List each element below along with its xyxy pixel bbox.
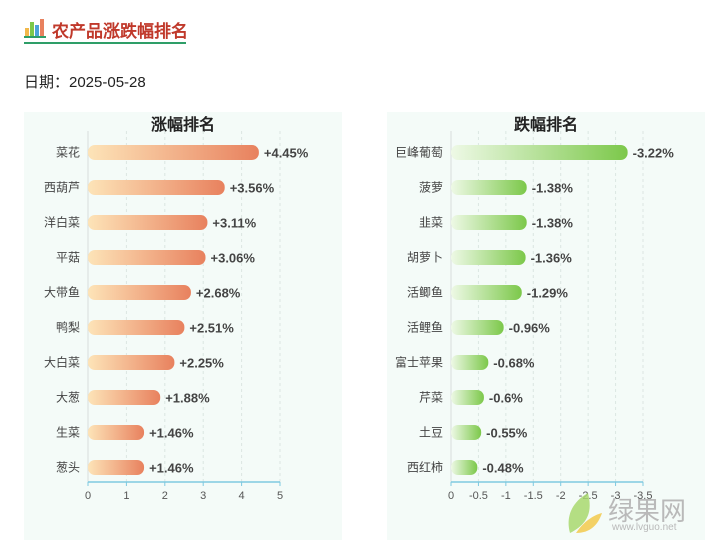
gain-data-label: +3.11% xyxy=(212,216,256,231)
loss-bar xyxy=(451,390,484,405)
loss-bar xyxy=(451,285,522,300)
gain-category-label: 大葱 xyxy=(56,391,80,405)
loss-category-label: 活鲫鱼 xyxy=(407,286,443,300)
loss-tick-label: -2 xyxy=(556,490,566,502)
gain-bar xyxy=(88,145,259,160)
gain-tick-label: 0 xyxy=(85,490,91,502)
loss-tick-label: -1.5 xyxy=(524,490,543,502)
gain-category-label: 大带鱼 xyxy=(44,286,80,300)
loss-tick-label: -0.5 xyxy=(469,490,488,502)
gain-data-label: +4.45% xyxy=(264,146,309,161)
watermark-brand: 绿果网 xyxy=(608,496,687,526)
gain-data-label: +2.51% xyxy=(189,321,234,336)
gain-tick-label: 4 xyxy=(239,490,245,502)
loss-category-label: 芹菜 xyxy=(419,391,443,405)
loss-tick-label: -1 xyxy=(501,490,511,502)
gain-data-label: +3.56% xyxy=(230,181,275,196)
loss-chart-panel: 跌幅排名巨峰葡萄 -3.22% 菠萝 -1.38% 韭菜 -1.38% 胡萝卜 -1.36% 活… xyxy=(387,112,705,540)
watermark-url: www.lvguo.net xyxy=(612,522,677,533)
gain-category-label: 菜花 xyxy=(56,145,80,160)
gain-bar xyxy=(88,390,161,405)
title-underline xyxy=(24,42,186,44)
loss-data-label: -0.96% xyxy=(509,321,551,336)
loss-bar xyxy=(451,460,478,475)
loss-bar xyxy=(451,355,489,370)
loss-tick-label: 0 xyxy=(448,490,454,502)
gain-bar xyxy=(88,320,185,335)
gain-category-label: 大白菜 xyxy=(44,355,80,370)
loss-bar xyxy=(451,180,527,195)
gain-category-label: 平菇 xyxy=(56,251,80,265)
gain-data-label: +2.68% xyxy=(196,286,241,301)
gain-bar xyxy=(88,180,225,195)
gain-category-label: 鸭梨 xyxy=(56,321,80,335)
loss-bar xyxy=(451,250,526,265)
loss-data-label: -1.38% xyxy=(532,216,574,231)
loss-tick-label: -3.5 xyxy=(634,490,653,502)
gain-data-label: +1.46% xyxy=(149,461,194,476)
bar-chart-logo-icon xyxy=(24,19,46,38)
loss-category-label: 胡萝卜 xyxy=(407,251,443,265)
gain-bar xyxy=(88,285,191,300)
gain-category-label: 洋白菜 xyxy=(44,215,80,230)
loss-bar xyxy=(451,320,504,335)
leaf-logo-icon xyxy=(568,493,602,533)
loss-bar xyxy=(451,145,628,160)
gain-data-label: +3.06% xyxy=(211,251,256,266)
loss-data-label: -1.29% xyxy=(527,286,569,301)
gain-category-label: 生菜 xyxy=(56,426,80,440)
loss-data-label: -1.38% xyxy=(532,181,574,196)
loss-category-label: 韭菜 xyxy=(419,216,443,230)
gain-bar xyxy=(88,425,145,440)
gain-data-label: +1.88% xyxy=(165,391,210,406)
loss-data-label: -0.68% xyxy=(493,356,535,371)
loss-category-label: 菠萝 xyxy=(419,181,443,195)
gain-bar xyxy=(88,355,175,370)
gain-tick-label: 5 xyxy=(277,490,283,502)
loss-category-label: 土豆 xyxy=(419,426,443,440)
loss-data-label: -1.36% xyxy=(531,251,573,266)
gain-tick-label: 1 xyxy=(123,490,129,502)
loss-data-label: -0.48% xyxy=(482,461,524,476)
loss-category-label: 西红柿 xyxy=(407,460,443,475)
gain-bar xyxy=(88,215,208,230)
loss-tick-label: -3 xyxy=(611,490,621,502)
gain-tick-label: 2 xyxy=(162,490,168,502)
gain-bar xyxy=(88,460,145,475)
gain-chart-title: 涨幅排名 xyxy=(151,115,215,134)
gain-data-label: +1.46% xyxy=(149,426,194,441)
loss-category-label: 活鲤鱼 xyxy=(407,321,443,335)
gain-bar xyxy=(88,250,206,265)
loss-category-label: 巨峰葡萄 xyxy=(395,146,443,160)
loss-category-label: 富士苹果 xyxy=(395,355,443,370)
loss-data-label: -3.22% xyxy=(633,146,675,161)
watermark: 绿果网 www.lvguo.net xyxy=(562,489,712,539)
loss-bar xyxy=(451,215,527,230)
gain-chart-panel: 涨幅排名菜花 +4.45% 西葫芦 +3.56% 洋白菜 +3.11% 平菇 +3.06% 大带… xyxy=(24,112,342,540)
page-header: 农产品涨跌幅排名 xyxy=(24,14,194,46)
page-title: 农产品涨跌幅排名 xyxy=(52,22,188,41)
gain-category-label: 葱头 xyxy=(56,461,80,475)
loss-bar xyxy=(451,425,482,440)
gain-tick-label: 3 xyxy=(200,490,206,502)
gain-data-label: +2.25% xyxy=(179,356,224,371)
loss-data-label: -0.6% xyxy=(489,391,523,406)
loss-data-label: -0.55% xyxy=(486,426,528,441)
gain-category-label: 西葫芦 xyxy=(44,181,80,195)
loss-chart-title: 跌幅排名 xyxy=(514,115,578,134)
date-label: 日期：2025-05-28 xyxy=(24,74,146,91)
